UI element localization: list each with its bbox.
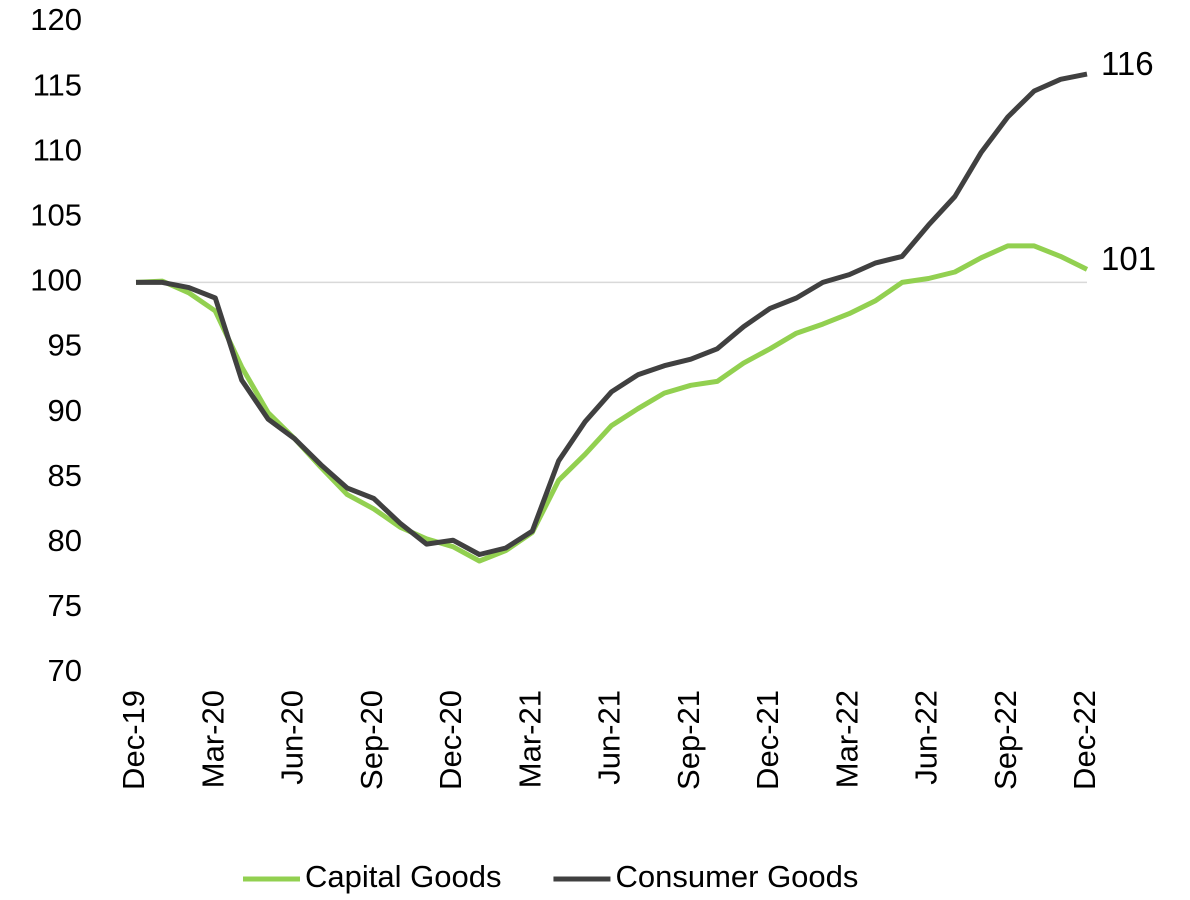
x-tick-label: Sep-20 bbox=[354, 690, 389, 790]
x-tick-label: Mar-22 bbox=[829, 690, 864, 788]
x-tick-label: Dec-22 bbox=[1067, 690, 1102, 790]
x-tick-label: Dec-21 bbox=[750, 690, 785, 790]
x-tick-label: Dec-19 bbox=[116, 690, 151, 790]
series-line bbox=[135, 243, 1089, 564]
y-tick-label: 100 bbox=[30, 263, 82, 298]
series-line bbox=[136, 71, 1088, 557]
y-tick-label: 85 bbox=[48, 458, 82, 493]
y-tick-label: 70 bbox=[48, 653, 82, 688]
end-label: 116 bbox=[1101, 45, 1154, 82]
x-tick-label: Mar-20 bbox=[195, 690, 230, 788]
y-tick-label: 80 bbox=[48, 523, 82, 558]
y-tick-label: 95 bbox=[48, 328, 82, 363]
x-tick-label: Mar-21 bbox=[512, 690, 547, 788]
y-tick-label: 110 bbox=[33, 132, 82, 167]
legend-label: Capital Goods bbox=[305, 859, 501, 894]
y-tick-label: 75 bbox=[48, 588, 82, 623]
x-tick-label: Sep-21 bbox=[671, 690, 706, 790]
x-tick-label: Jun-22 bbox=[909, 690, 944, 785]
x-tick-label: Dec-20 bbox=[433, 690, 468, 790]
end-label: 101 bbox=[1101, 240, 1156, 277]
x-tick-label: Jun-20 bbox=[275, 690, 310, 785]
y-tick-label: 105 bbox=[30, 197, 82, 232]
x-tick-label: Jun-21 bbox=[592, 690, 627, 785]
legend-label: Consumer Goods bbox=[615, 859, 858, 894]
x-tick-label: Sep-22 bbox=[988, 690, 1023, 790]
y-tick-label: 115 bbox=[33, 67, 82, 102]
y-tick-label: 90 bbox=[48, 393, 82, 428]
y-tick-label: 120 bbox=[30, 2, 82, 37]
